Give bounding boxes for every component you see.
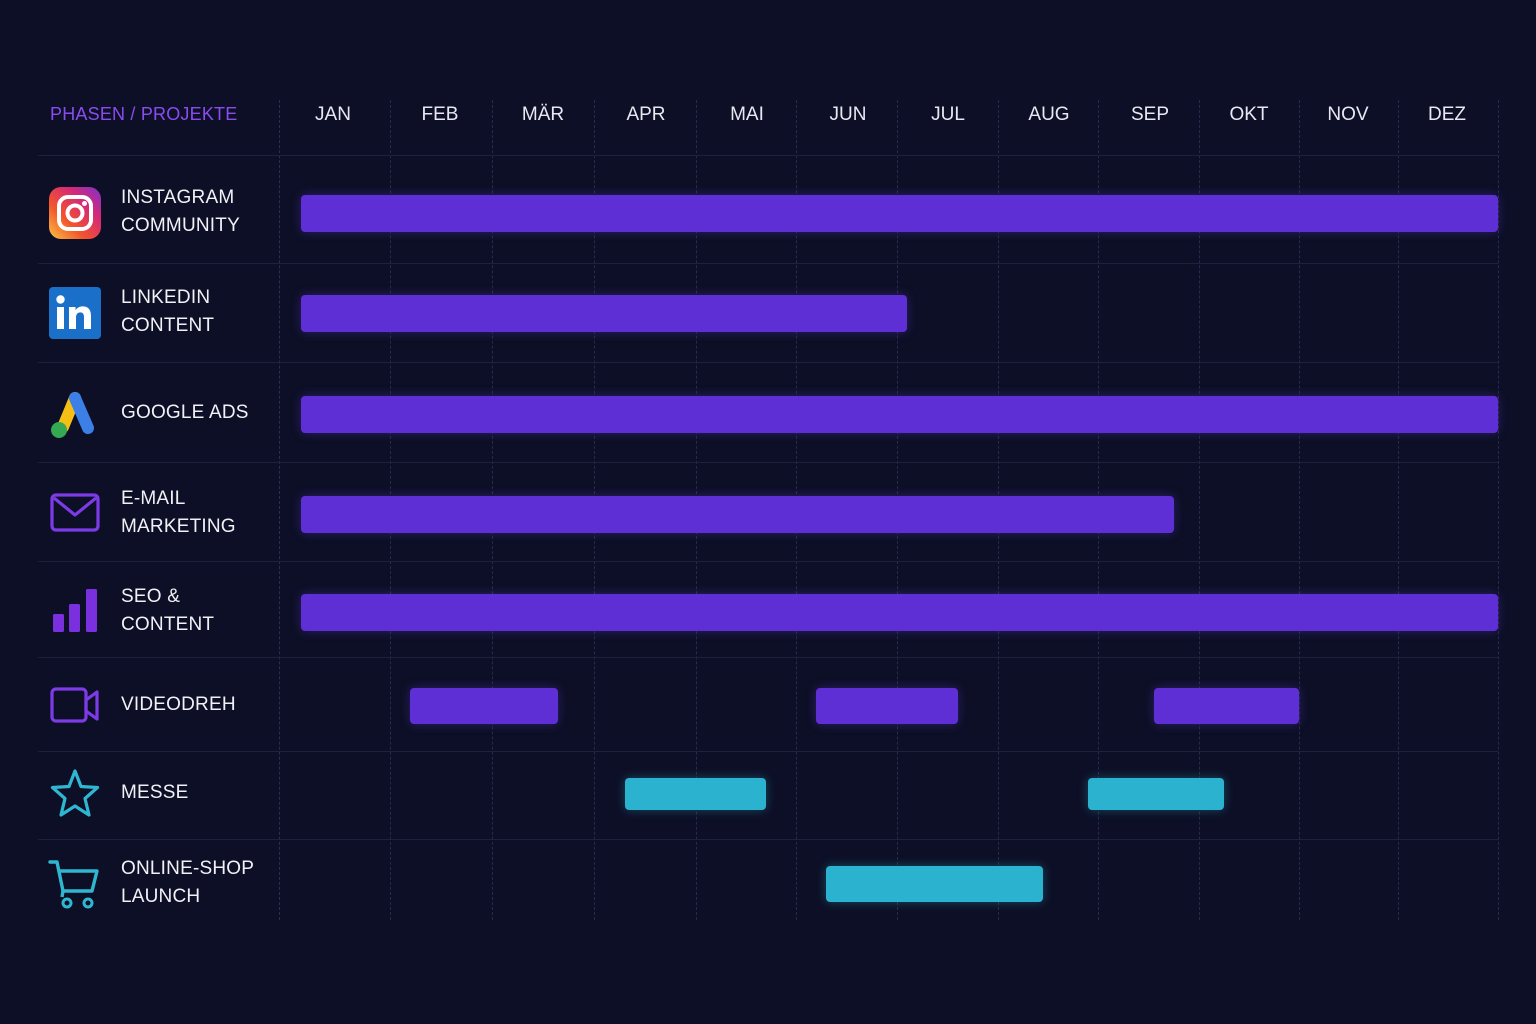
month-gridline (1498, 100, 1499, 920)
row-label-line: MESSE (121, 782, 189, 803)
gantt-bar (826, 866, 1043, 902)
row-label: GOOGLE ADS (121, 399, 271, 427)
label-column-divider (279, 100, 280, 920)
month-label-6: JUN (829, 104, 867, 125)
row-separator (38, 462, 1498, 463)
row-label: ONLINE-SHOP LAUNCH (121, 855, 271, 911)
row-label: E-MAIL MARKETING (121, 485, 271, 541)
instagram-icon (48, 186, 102, 240)
gantt-bar (410, 688, 559, 724)
row-label-line: CONTENT (121, 614, 215, 635)
row-separator (38, 263, 1498, 264)
month-gridline (1199, 100, 1200, 920)
month-label-1: JAN (315, 104, 351, 125)
gantt-bar (301, 294, 908, 332)
row-separator (38, 362, 1498, 363)
row-label-line: GOOGLE ADS (121, 402, 249, 423)
row-label-line: VIDEODREH (121, 694, 236, 715)
video-camera-icon (48, 679, 102, 733)
gantt-bar (816, 688, 958, 724)
row-label-line: CONTENT (121, 315, 215, 336)
row-label: SEO & CONTENT (121, 583, 271, 639)
month-label-7: JUL (931, 104, 965, 125)
row-label-line: COMMUNITY (121, 215, 240, 236)
row-label-line: SEO & (121, 586, 181, 607)
row-label: INSTAGRAM COMMUNITY (121, 184, 271, 240)
row-label: VIDEODREH (121, 691, 271, 719)
google-ads-icon (48, 387, 102, 441)
gantt-bar (624, 778, 766, 810)
gantt-bar (301, 194, 1498, 232)
gantt-bar (1153, 688, 1299, 724)
gantt-bar (301, 495, 1174, 533)
row-separator (38, 561, 1498, 562)
row-label-line: LAUNCH (121, 886, 201, 907)
gantt-bar (301, 593, 1498, 631)
mail-icon (48, 487, 102, 541)
month-label-9: SEP (1130, 104, 1170, 125)
row-separator (38, 839, 1498, 840)
month-label-11: NOV (1327, 104, 1369, 125)
month-label-12: DEZ (1428, 104, 1466, 125)
row-separator (38, 657, 1498, 658)
row-label-line: ONLINE-SHOP (121, 858, 255, 879)
gantt-bar (301, 395, 1498, 433)
month-label-10: OKT (1229, 104, 1269, 125)
row-label-line: E-MAIL (121, 488, 186, 509)
gantt-bar (1088, 778, 1224, 810)
header-label: PHASEN / PROJEKTE (50, 104, 238, 124)
linkedin-icon (48, 286, 102, 340)
row-label: LINKEDIN CONTENT (121, 284, 271, 340)
row-label-line: INSTAGRAM (121, 187, 235, 208)
star-icon (48, 767, 102, 821)
month-label-4: APR (626, 104, 666, 125)
month-gridline (1299, 100, 1300, 920)
month-label-2: FEB (421, 104, 459, 125)
row-label-line: MARKETING (121, 516, 236, 537)
month-gridline (1398, 100, 1399, 920)
row-separator (38, 751, 1498, 752)
bar-chart-icon (48, 585, 102, 639)
row-separator (38, 155, 1498, 156)
month-label-8: AUG (1028, 104, 1070, 125)
month-label-5: MAI (730, 104, 764, 125)
shopping-cart-icon (48, 857, 102, 911)
row-label-line: LINKEDIN (121, 287, 211, 308)
row-label: MESSE (121, 779, 271, 807)
month-label-3: MÄR (521, 104, 565, 125)
